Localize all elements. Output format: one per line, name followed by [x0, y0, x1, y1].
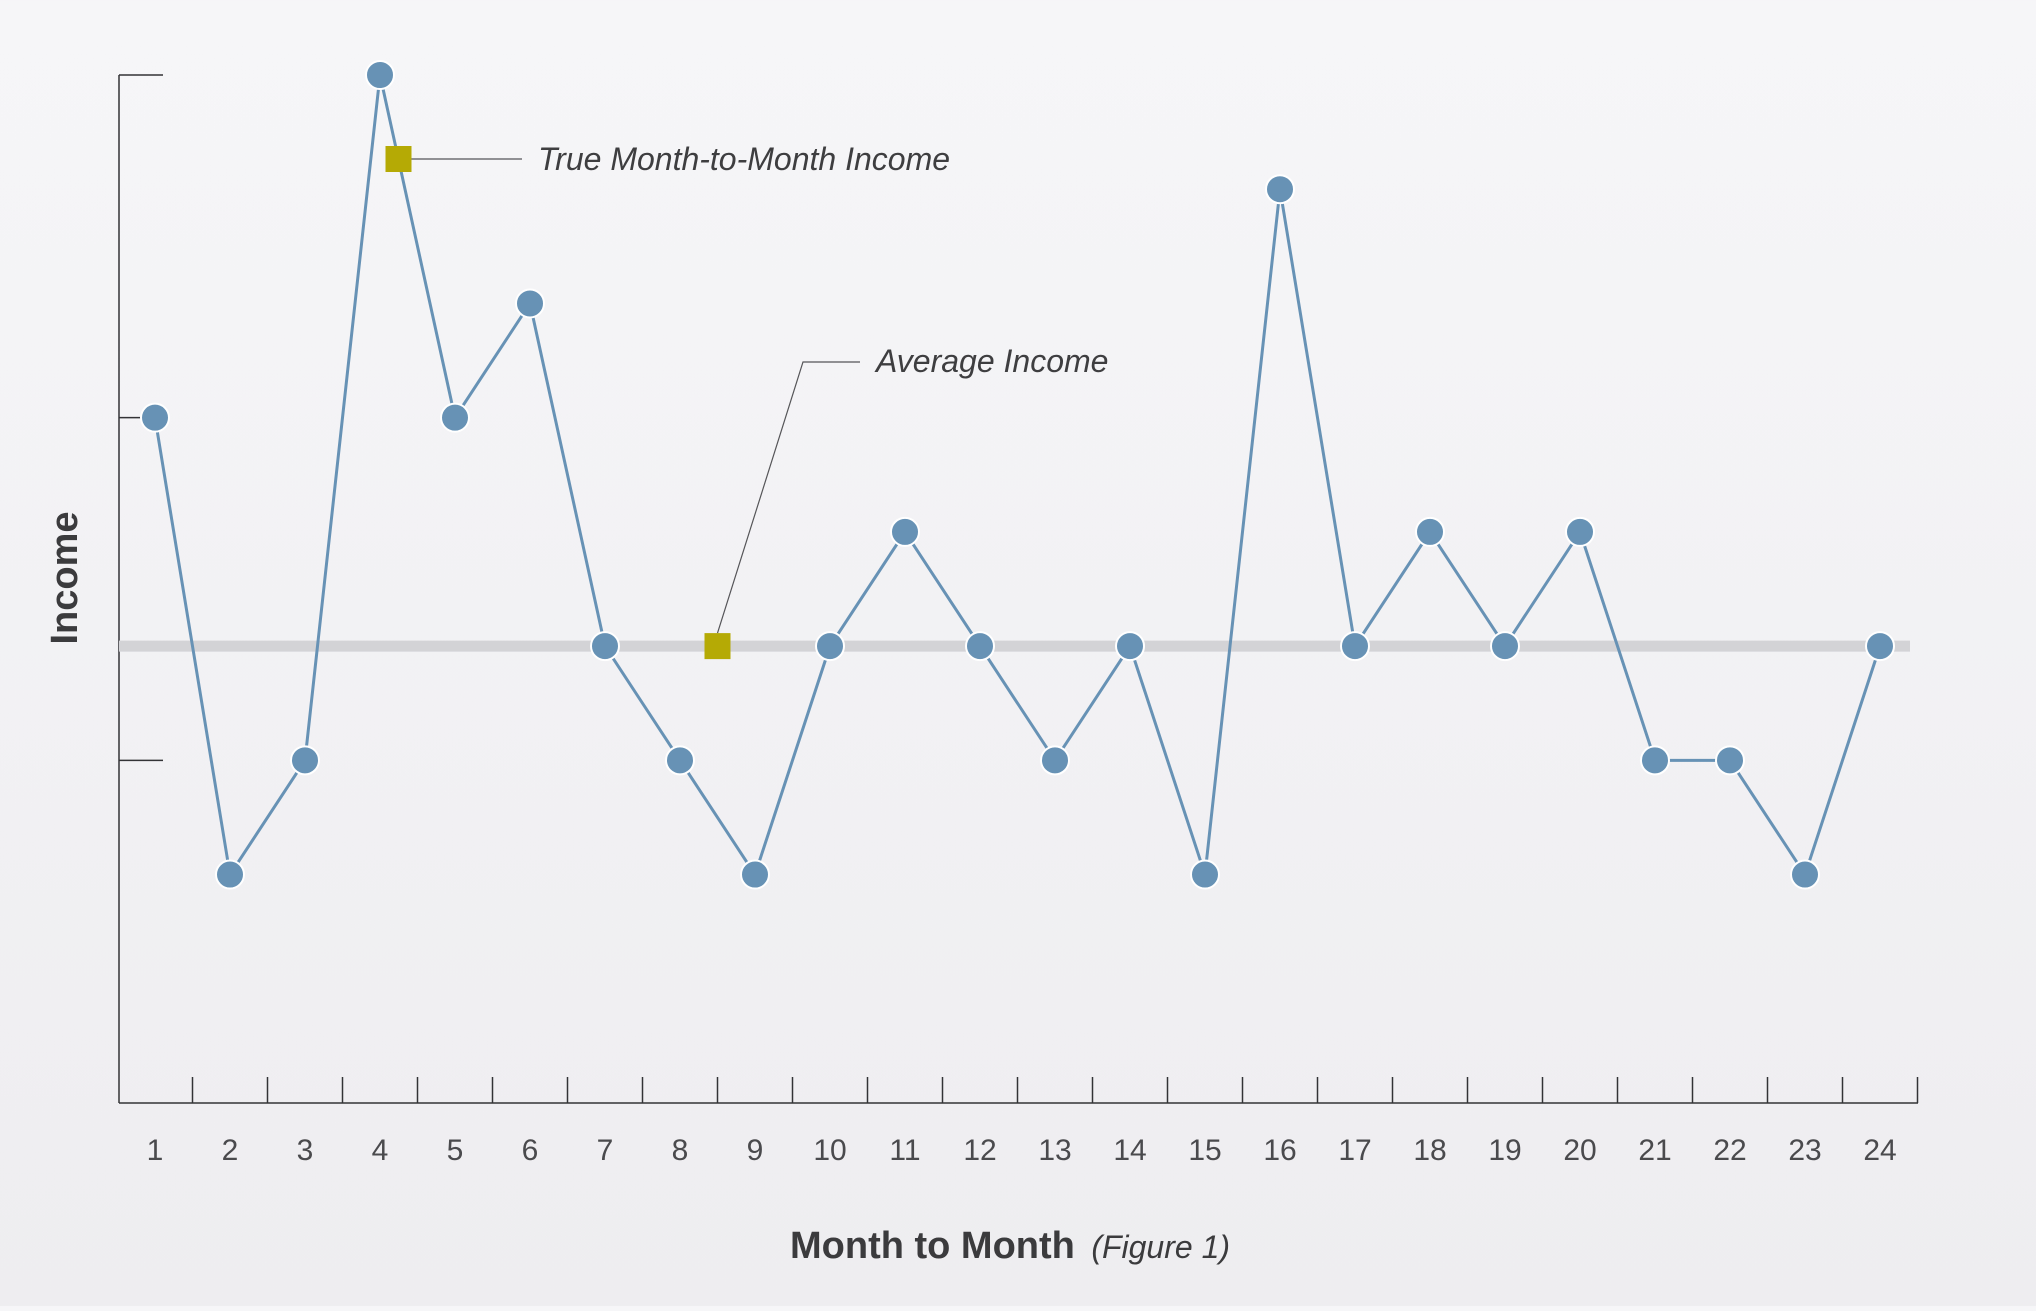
- x-tick-label: 7: [597, 1134, 614, 1167]
- income-data-point: [215, 859, 245, 890]
- income-data-point: [290, 745, 320, 776]
- x-axis-note: (Figure 1): [1091, 1229, 1230, 1265]
- x-tick-label: 10: [813, 1134, 846, 1167]
- income-data-point: [665, 745, 695, 776]
- true-income-marker: [385, 146, 412, 172]
- income-data-point: [1115, 631, 1145, 662]
- income-data-point: [1565, 516, 1595, 547]
- x-tick-label: 14: [1113, 1134, 1146, 1167]
- income-data-point: [1340, 631, 1370, 662]
- x-tick-label: 11: [889, 1134, 920, 1167]
- income-data-point: [440, 402, 470, 433]
- axes: 1 2 3 4 5 6 7 8 9 10 11 12 13 14 15 16 17 18 19 20 21 22 23 24: [118, 74, 1919, 1167]
- axis-labels: Income Month to Month (Figure 1): [44, 511, 1230, 1267]
- x-tick-label: 16: [1263, 1134, 1296, 1167]
- x-tick-label: 6: [522, 1134, 539, 1167]
- x-tick-label: 20: [1563, 1134, 1596, 1167]
- x-tick-label: 18: [1413, 1134, 1446, 1167]
- income-series-line: [153, 73, 1882, 877]
- x-tick-label: 21: [1638, 1134, 1671, 1167]
- x-tick-label: 2: [222, 1134, 239, 1167]
- x-tick-label: 9: [747, 1134, 764, 1167]
- annotations: True Month-to-Month Income Average Income: [385, 141, 1108, 660]
- y-axis-label: Income: [44, 511, 86, 644]
- average-income-marker: [704, 633, 731, 660]
- income-data-point: [1415, 516, 1445, 547]
- income-data-point: [365, 60, 395, 90]
- x-tick-label: 1: [147, 1134, 164, 1167]
- income-data-point: [1040, 745, 1070, 776]
- income-data-point: [815, 631, 845, 662]
- x-tick-label: 15: [1188, 1134, 1221, 1167]
- x-axis-label: Month to Month (Figure 1): [790, 1225, 1230, 1267]
- average-income-leader: [716, 361, 860, 634]
- x-tick-label: 5: [447, 1134, 464, 1167]
- x-tick-label: 23: [1788, 1134, 1821, 1167]
- true-income-annotation: True Month-to-Month Income: [538, 141, 950, 177]
- x-tick-label: 24: [1863, 1134, 1896, 1167]
- income-data-point: [1190, 859, 1220, 890]
- x-tick-label: 12: [963, 1134, 996, 1167]
- income-data-point: [140, 402, 170, 433]
- income-data-point: [1790, 859, 1820, 890]
- income-series: [140, 60, 1895, 890]
- x-tick-label: 19: [1488, 1134, 1521, 1167]
- income-data-point: [1265, 174, 1295, 205]
- income-data-point: [1490, 631, 1520, 662]
- income-data-point: [890, 516, 920, 547]
- x-tick-label: 8: [672, 1134, 689, 1167]
- x-tick-label: 13: [1038, 1134, 1071, 1167]
- x-tick-label: 4: [372, 1134, 389, 1167]
- income-data-point: [515, 288, 545, 319]
- x-tick-label: 3: [297, 1134, 314, 1167]
- x-tick-label: 22: [1713, 1134, 1746, 1167]
- income-data-point: [965, 631, 995, 662]
- income-data-point: [1715, 745, 1745, 776]
- income-data-point: [740, 859, 770, 890]
- x-axis-title: Month to Month: [790, 1225, 1075, 1267]
- average-income-annotation: Average Income: [874, 343, 1108, 379]
- x-tick-label: 17: [1338, 1134, 1371, 1167]
- income-data-point: [1640, 745, 1670, 776]
- income-data-point: [590, 631, 620, 662]
- income-data-point: [1865, 631, 1895, 662]
